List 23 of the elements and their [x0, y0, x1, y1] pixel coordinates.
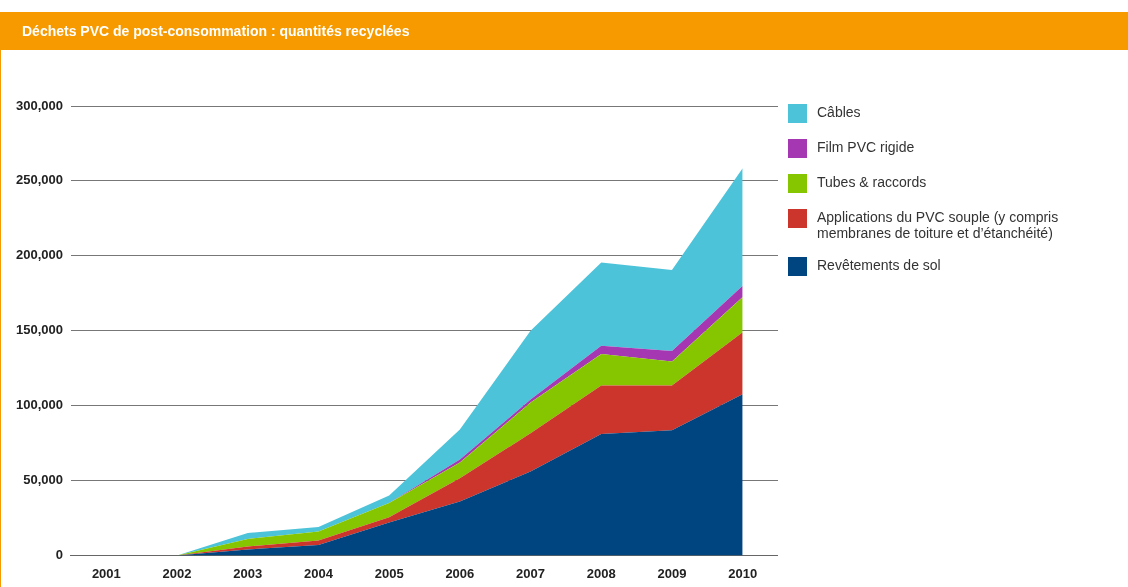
x-tick-label: 2009 [657, 565, 687, 581]
x-tick-label: 2010 [728, 565, 758, 581]
legend-label: Film PVC rigide [817, 139, 915, 155]
x-tick-label: 2001 [91, 565, 121, 581]
legend-label: Tubes & raccords [817, 174, 927, 190]
x-tick-label: 2006 [445, 565, 475, 581]
x-tick-label: 2007 [516, 565, 546, 581]
x-tick-label: 2008 [586, 565, 616, 581]
legend-label: Revêtements de sol [817, 257, 941, 273]
y-tick-label: 250,000 [15, 172, 63, 188]
x-tick-label: 2005 [374, 565, 404, 581]
legend-label: Applications du PVC souple (y compris membranes de toiture et d’étanchéité) [817, 209, 1060, 241]
y-tick-label: 100,000 [15, 397, 63, 413]
y-tick-label: 300,000 [15, 97, 63, 113]
y-tick-label: 0 [55, 546, 63, 562]
legend-label: Câbles [817, 104, 861, 120]
chart-title: Déchets PVC de post-consommation : quantités recyclées [0, 12, 1128, 50]
x-tick-label: 2002 [162, 565, 192, 581]
x-tick-label: 2003 [233, 565, 263, 581]
y-tick-label: 150,000 [15, 322, 63, 338]
x-tick-label: 2004 [303, 565, 334, 581]
y-tick-label: 200,000 [15, 247, 63, 263]
y-tick-label: 50,000 [23, 472, 63, 488]
